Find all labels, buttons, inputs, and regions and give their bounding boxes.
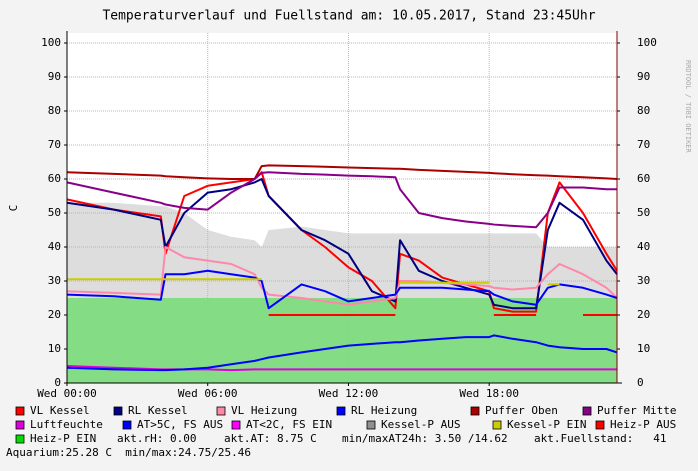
legend-label: Puffer Oben — [485, 404, 558, 417]
y-tick-label: 10 — [48, 342, 61, 355]
y2-tick-label: 80 — [637, 104, 650, 117]
y-axis-label: C — [7, 205, 20, 212]
y2-tick-label: 40 — [637, 240, 650, 253]
legend-label: AT<2C, FS EIN — [246, 418, 332, 431]
y2-tick-label: 100 — [637, 36, 657, 49]
legend-label: Kessel-P EIN — [507, 418, 586, 431]
legend-note: Aquarium:25.28 C min/max:24.75/25.46 — [6, 446, 251, 459]
legend-swatch — [492, 420, 502, 430]
y-tick-label: 30 — [48, 274, 61, 287]
y-tick-label: 50 — [48, 206, 61, 219]
x-tick-label: Wed 06:00 — [178, 387, 238, 400]
y-tick-label: 100 — [41, 36, 61, 49]
legend-swatch — [216, 406, 226, 416]
line — [66, 164, 618, 180]
legend-swatch — [366, 420, 376, 430]
legend-note: akt.rH: 0.00 — [117, 432, 196, 445]
legend-swatch — [15, 420, 25, 430]
line — [66, 269, 618, 310]
y-tick-label: 70 — [48, 138, 61, 151]
legend-swatch — [122, 420, 132, 430]
legend-label: RL Heizung — [351, 404, 417, 417]
watermark: RRDTOOL / TOBI OETIKER — [684, 60, 692, 154]
legend-label: AT>5C, FS AUS — [137, 418, 223, 431]
legend-swatch — [15, 434, 25, 444]
y-tick-label: 40 — [48, 240, 61, 253]
legend-swatch — [582, 406, 592, 416]
y2-tick-label: 0 — [637, 376, 644, 389]
legend-swatch — [15, 406, 25, 416]
y-tick-label: 20 — [48, 308, 61, 321]
legend-note: akt.AT: 8.75 C — [224, 432, 317, 445]
legend-swatch — [113, 406, 123, 416]
y2-tick-label: 70 — [637, 138, 650, 151]
legend-swatch — [336, 406, 346, 416]
y2-tick-label: 90 — [637, 70, 650, 83]
x-tick-label: Wed 00:00 — [37, 387, 97, 400]
legend-note: akt.Fuellstand: 41 — [534, 432, 666, 445]
plot-area — [67, 33, 617, 383]
y2-tick-label: 10 — [637, 342, 650, 355]
y2-tick-label: 50 — [637, 206, 650, 219]
legend-note: min/maxAT24h: 3.50 /14.62 — [342, 432, 508, 445]
y-tick-label: 0 — [54, 376, 61, 389]
legend-label: RL Kessel — [128, 404, 188, 417]
legend-label: Heiz-P AUS — [610, 418, 676, 431]
legend-label: Kessel-P AUS — [381, 418, 460, 431]
y2-tick-label: 60 — [637, 172, 650, 185]
line — [66, 171, 617, 229]
x-tick-label: Wed 18:00 — [459, 387, 519, 400]
x-tick-label: Wed 12:00 — [319, 387, 379, 400]
line — [67, 278, 560, 286]
y2-tick-label: 20 — [637, 308, 650, 321]
line — [66, 246, 618, 306]
legend-label: Luftfeuchte — [30, 418, 103, 431]
area — [67, 298, 617, 383]
line — [66, 334, 618, 372]
chart-title: Temperaturverlauf und Fuellstand am: 10.… — [102, 9, 595, 24]
y2-tick-label: 30 — [637, 274, 650, 287]
legend-swatch — [231, 420, 241, 430]
legend-label: VL Heizung — [231, 404, 297, 417]
line — [66, 171, 618, 313]
legend-label: Heiz-P EIN — [30, 432, 96, 445]
y-tick-label: 90 — [48, 70, 61, 83]
legend-label: VL Kessel — [30, 404, 90, 417]
legend-swatch — [595, 420, 605, 430]
y-tick-label: 60 — [48, 172, 61, 185]
y-tick-label: 80 — [48, 104, 61, 117]
legend-swatch — [470, 406, 480, 416]
legend-label: Puffer Mitte — [597, 404, 676, 417]
